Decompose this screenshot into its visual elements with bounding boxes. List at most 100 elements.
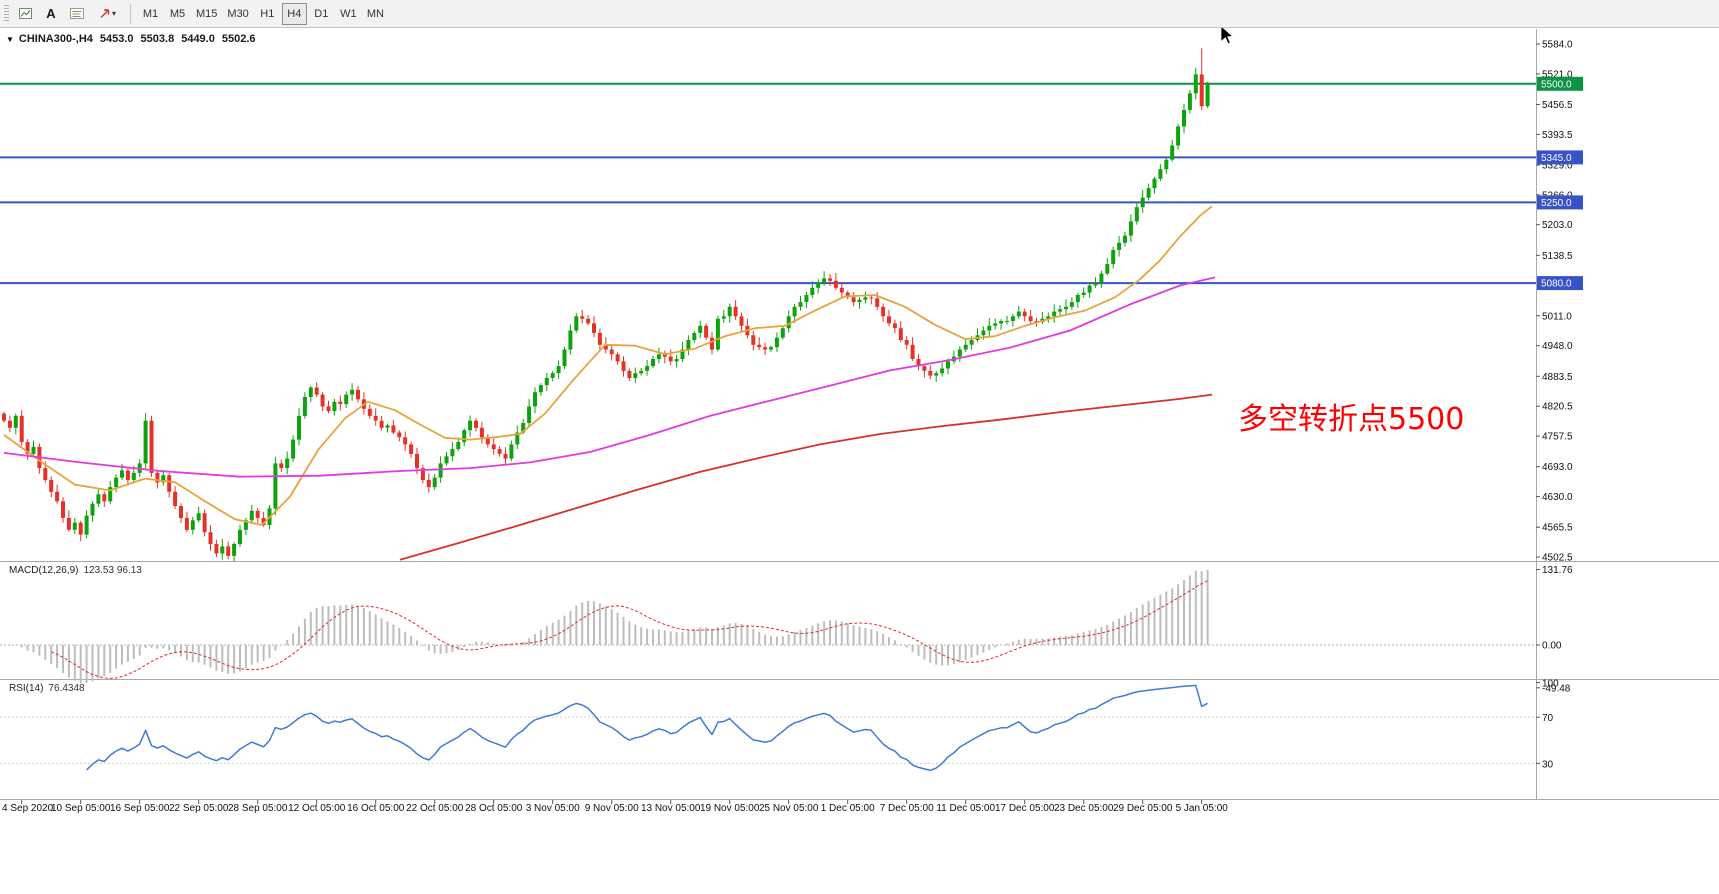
candle-body	[273, 463, 278, 509]
candle-body	[1128, 221, 1133, 236]
price-tag-5345.0	[1537, 150, 1583, 165]
time-axis-label: 1 Dec 05:00	[821, 803, 875, 814]
candle-body	[603, 344, 608, 350]
macd-values: 123.53 96.13	[83, 565, 142, 576]
candle-body	[444, 456, 449, 464]
candle-body	[438, 463, 443, 478]
candle-body	[1140, 197, 1145, 208]
timeframe-button-d1[interactable]: D1	[314, 7, 329, 20]
rsi-indicator-label: RSI(14) 76.4348	[9, 683, 85, 694]
candle-body	[232, 544, 237, 556]
candle-body	[326, 406, 331, 412]
time-axis-label: 11 Dec 05:00	[936, 803, 995, 814]
quote-open: 5453.0	[99, 33, 134, 45]
shapes-tool-button[interactable]: ▾	[91, 3, 123, 25]
time-axis-label: 16 Oct 05:00	[347, 803, 405, 814]
candle-body	[851, 297, 856, 302]
candle-body	[31, 446, 36, 454]
text-label-tool-button[interactable]: A	[39, 3, 63, 25]
price-axis-label: 5393.5	[1542, 130, 1573, 141]
candle-body	[792, 306, 797, 317]
timeframe-button-mn[interactable]: MN	[366, 7, 384, 20]
candle-body	[279, 463, 284, 469]
price-tag-label: 5250.0	[1541, 198, 1572, 209]
candle-body	[373, 415, 378, 421]
candle-body	[922, 366, 927, 371]
candle-body	[845, 292, 850, 298]
candle-body	[202, 513, 207, 533]
candle-body	[656, 354, 661, 359]
candle-body	[397, 432, 402, 438]
candle-body	[704, 325, 709, 338]
candle-body	[302, 397, 307, 416]
candle-body	[161, 475, 166, 483]
candle-body	[892, 323, 897, 329]
candle-body	[108, 487, 113, 502]
candle-body	[415, 453, 419, 469]
candle-body	[833, 280, 838, 288]
symbol-dropdown-icon[interactable]: ▼	[6, 34, 14, 44]
timeframe-button-m30[interactable]: M30	[227, 7, 249, 20]
price-axis-label: 5203.0	[1542, 220, 1573, 231]
macd-axis-label: -49.48	[1542, 683, 1571, 694]
candle-body	[485, 437, 490, 445]
price-axis-label: 5456.5	[1542, 100, 1573, 111]
timeframe-button-m5[interactable]: M5	[169, 7, 186, 20]
text-tool-button[interactable]	[65, 3, 89, 25]
timeframe-button-h1[interactable]: H1	[260, 7, 275, 20]
candle-body	[645, 366, 650, 371]
candle-body	[993, 323, 998, 326]
timeframe-button-w1[interactable]: W1	[340, 7, 357, 20]
candle-body	[255, 510, 260, 518]
candle-body	[1099, 273, 1104, 284]
candle-body	[1117, 242, 1122, 250]
candle-body	[1105, 264, 1110, 274]
candle-body	[497, 449, 502, 454]
candle-body	[456, 442, 461, 450]
candle-body	[308, 387, 313, 397]
candle-body	[1164, 159, 1169, 170]
time-axis-label: 4 Sep 2020	[2, 803, 54, 814]
annotation-text[interactable]: 多空转折点5500	[1238, 402, 1465, 437]
chart-tool-button[interactable]	[13, 3, 37, 25]
candle-body	[550, 373, 555, 378]
rsi-axis-label: 30	[1542, 759, 1554, 770]
candle-body	[662, 354, 667, 357]
candle-body	[409, 444, 414, 454]
candle-body	[1205, 82, 1210, 107]
candle-body	[344, 394, 349, 405]
candle-body	[350, 389, 355, 395]
ma-fast-orange-line	[3, 205, 1213, 526]
macd-axis-label: 0.00	[1542, 641, 1562, 652]
toolbar-grip[interactable]	[4, 4, 9, 23]
candle-body	[491, 444, 496, 450]
candle-body	[568, 330, 573, 350]
candle-body	[515, 432, 520, 445]
timeframe-button-h4[interactable]: H4	[281, 2, 307, 25]
timeframe-button-m15[interactable]: M15	[196, 7, 218, 20]
candle-body	[1016, 311, 1021, 317]
candle-body	[61, 501, 65, 518]
candle-body	[715, 318, 720, 350]
candle-body	[774, 337, 779, 348]
candle-body	[426, 480, 431, 488]
chart-header: ▼ CHINA300-,H4 5453.0 5503.8 5449.0 5502…	[6, 33, 256, 45]
price-axis-label: 4757.5	[1542, 432, 1573, 443]
timeframe-button-m1[interactable]: M1	[142, 7, 159, 20]
candle-body	[7, 420, 12, 428]
candle-body	[668, 356, 673, 362]
candle-body	[1146, 188, 1151, 198]
time-axis-label: 25 Nov 05:00	[759, 803, 819, 814]
candle-body	[887, 316, 891, 324]
candle-body	[114, 477, 119, 488]
candle-body	[261, 517, 266, 525]
candle-body	[120, 470, 124, 478]
price-tag-label: 5080.0	[1541, 279, 1572, 290]
candle-body	[468, 420, 473, 431]
candle-body	[238, 529, 242, 544]
candle-body	[816, 283, 821, 288]
candle-body	[1199, 74, 1204, 107]
candle-body	[592, 323, 596, 333]
